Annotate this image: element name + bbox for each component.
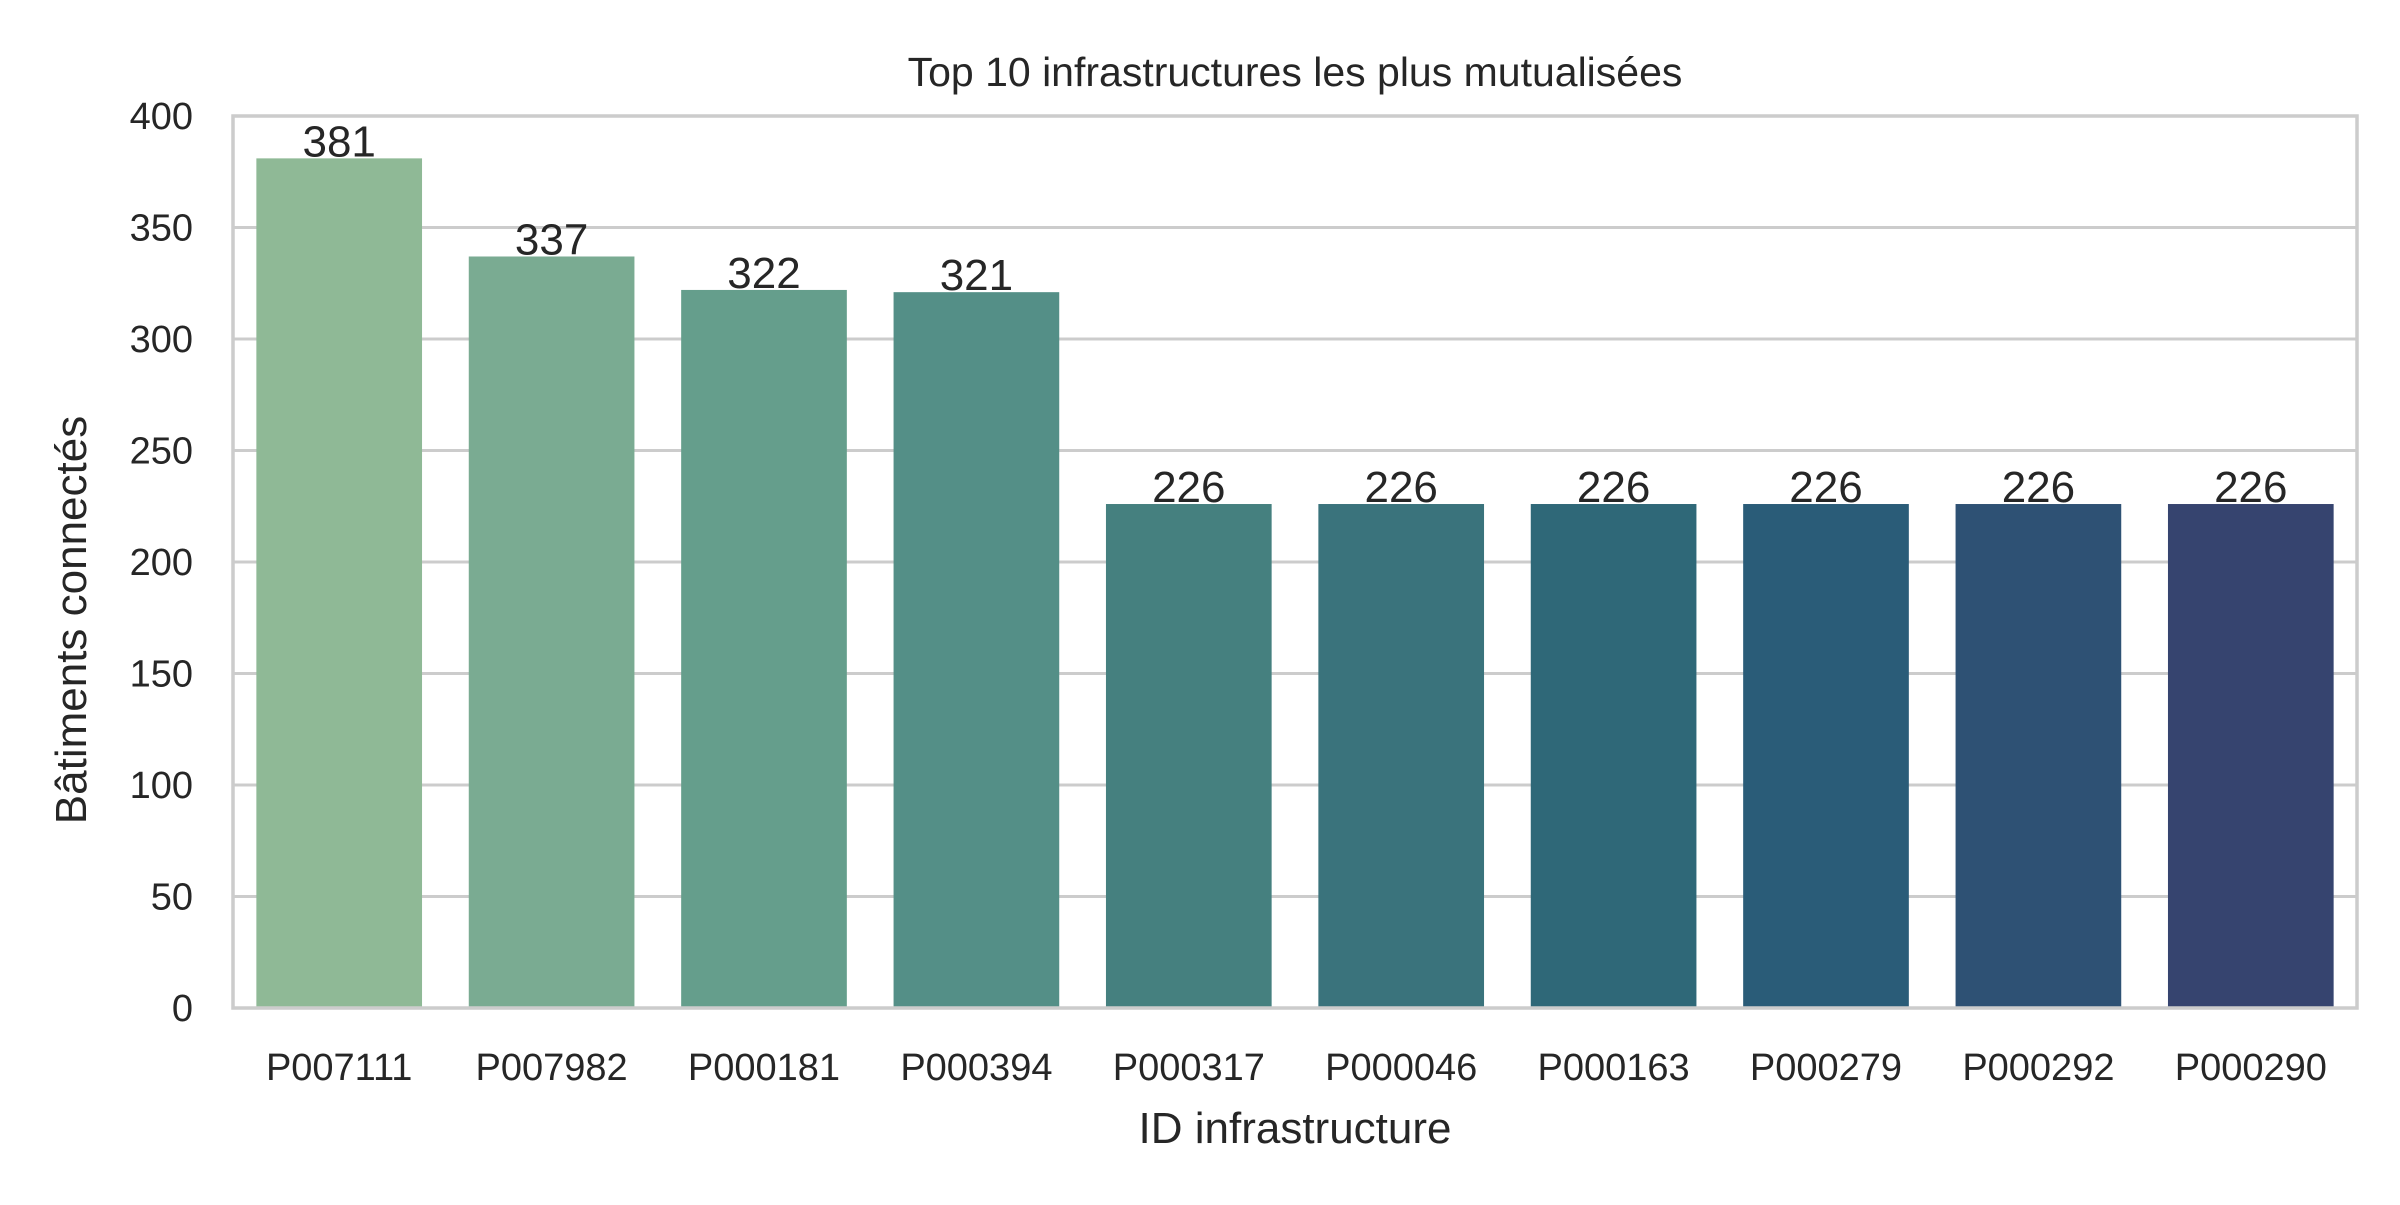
bar-value-label: 226 <box>1364 463 1437 512</box>
y-tick-label: 200 <box>130 542 193 584</box>
bar <box>1530 504 1697 1008</box>
y-axis-label: Bâtiments connectés <box>47 416 96 824</box>
x-tick-label: P000279 <box>1750 1047 1902 1089</box>
y-tick-label: 300 <box>130 319 193 361</box>
plot-frame <box>231 114 2359 1010</box>
bar-value-label: 226 <box>1152 463 1225 512</box>
y-tick-label: 50 <box>151 877 193 919</box>
bar-value-label: 226 <box>1577 463 1650 512</box>
bar <box>468 256 635 1008</box>
bar <box>256 158 423 1008</box>
chart-title: Top 10 infrastructures les plus mutualis… <box>908 49 1683 95</box>
data-labels: 381 337 322 321 226 226 226 226 226 226 <box>302 117 2287 512</box>
x-tick-label: P000317 <box>1113 1047 1265 1089</box>
bar-value-label: 322 <box>727 249 800 298</box>
y-tick-label: 150 <box>130 654 193 696</box>
y-tick-label: 0 <box>172 988 193 1030</box>
x-tick-label: P007111 <box>266 1047 413 1089</box>
x-tick-label: P000290 <box>2175 1047 2327 1089</box>
bar-value-label: 337 <box>515 215 588 264</box>
x-axis-label: ID infrastructure <box>1139 1104 1452 1153</box>
bar-value-label: 321 <box>940 251 1013 300</box>
y-tick-label: 100 <box>130 765 193 807</box>
x-tick-label: P000292 <box>1962 1047 2114 1089</box>
bar-value-label: 381 <box>302 117 375 166</box>
y-axis-ticks: 0 50 100 150 200 250 300 350 400 <box>130 96 193 1030</box>
bar-value-label: 226 <box>2214 463 2287 512</box>
bar-value-label: 226 <box>1789 463 1862 512</box>
y-tick-label: 350 <box>130 208 193 250</box>
bar <box>2167 504 2334 1008</box>
plot-border <box>231 114 2359 1010</box>
bar <box>893 292 1060 1008</box>
y-tick-label: 400 <box>130 96 193 138</box>
x-axis-ticks: P007111 P007982 P000181 P000394 P000317 P0000… <box>266 1047 2327 1089</box>
y-tick-label: 250 <box>130 431 193 473</box>
x-tick-label: P000046 <box>1325 1047 1477 1089</box>
bars <box>256 158 2334 1008</box>
bar-value-label: 226 <box>2002 463 2075 512</box>
x-tick-label: P000394 <box>900 1047 1052 1089</box>
bar <box>1955 504 2122 1008</box>
x-tick-label: P007982 <box>476 1047 628 1089</box>
bar <box>681 289 847 1008</box>
bar <box>1318 504 1485 1008</box>
x-tick-label: P000163 <box>1538 1047 1690 1089</box>
x-tick-label: P000181 <box>688 1047 840 1089</box>
bar <box>1105 504 1272 1008</box>
bar <box>1743 504 1909 1008</box>
